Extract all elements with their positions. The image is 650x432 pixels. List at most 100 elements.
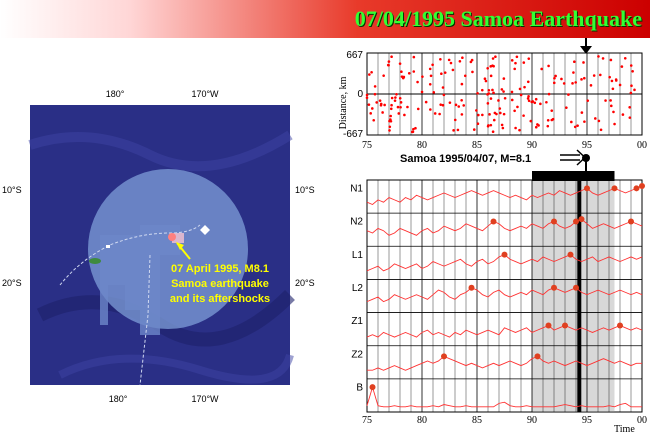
plate-boundary-south [139,254,151,386]
scatter-point [610,79,614,83]
top-arrow-head [580,46,592,54]
series-row-n2: N2 [350,216,643,247]
functions-xticks: 75 80 85 90 95 00 [362,415,647,426]
scatter-point [483,77,487,81]
scatter-point [457,105,461,108]
scatter-point [547,92,551,96]
scatter-point [486,93,489,96]
series-row-l1: L1 [352,250,643,280]
scatter-point [488,113,491,116]
functions-xtick-label: 80 [417,415,427,426]
callout-arrowhead [176,242,184,250]
scatter-point [604,99,607,102]
scatter-point [421,75,424,78]
scatter-xtick-label: 80 [417,140,427,151]
series-label: Z1 [351,316,363,327]
scatter-point [583,76,586,80]
scatter-point [412,55,416,59]
scatter-point [388,129,391,132]
alarm-point [501,251,508,258]
scatter-point [390,96,394,100]
scatter-point [589,84,593,87]
scatter-point [389,114,392,118]
scatter-point [545,100,548,104]
scatter-ytick-zero: 0 [357,89,363,100]
scatter-point [370,107,374,110]
scatter-point [567,93,570,96]
scatter-point [491,88,494,92]
scatter-point [471,70,474,74]
scatter-point [367,103,371,106]
scatter-point [515,55,519,59]
scatter-point [370,70,373,74]
scatter-point [395,92,398,96]
scatter-point [452,129,455,132]
quake-time-line [577,180,582,412]
scatter-point [388,125,392,129]
scatter-point [448,101,452,104]
scatter-point [458,59,462,63]
scatter-point [368,73,371,76]
scatter-point [527,57,531,60]
scatter-point [601,57,605,60]
scatter-point [432,91,436,94]
lon-label-bottom-1: 180° [109,394,128,404]
scatter-point [516,105,519,109]
scatter-point [539,102,542,106]
scatter-point [399,101,403,104]
scatter-point [451,68,455,72]
scatter-point [463,74,467,78]
alarm-point [545,322,552,329]
scatter-point [492,118,496,122]
functions-xtick-label: 75 [362,415,372,426]
tip-band [532,180,615,412]
scatter-point [442,93,446,97]
scatter-point [433,112,437,115]
double-arrow-icon [560,149,587,166]
scatter-point [554,74,557,78]
scatter-point [628,106,631,109]
scatter-point [613,122,616,126]
scatter-point [502,112,506,116]
scatter-point [529,119,533,123]
series-row-n1: N1 [350,183,645,214]
scatter-points [365,55,636,134]
alarm-point [639,183,645,189]
scatter-point [530,100,534,104]
scatter-point [611,87,615,91]
scatter-ytick-bottom: -667 [343,129,363,140]
series-line [366,218,643,236]
scatter-point [500,123,504,127]
scatter-point [580,78,583,81]
lon-label-top-2: 170°W [191,89,219,99]
scatter-point [552,81,556,85]
scatter-point [523,85,526,89]
scatter-point [424,100,428,104]
scatter-point [582,61,585,64]
scatter-point [454,103,458,107]
scatter-point [519,93,523,97]
map-svg: 180° 170°W 180° 170°W 10°S 20°S 10°S 20°… [2,89,315,404]
scatter-point [460,98,463,102]
scatter-point [536,123,539,126]
scatter-point [502,90,505,93]
scatter-point [550,109,554,112]
scatter-point [594,117,597,120]
scatter-point [388,119,391,123]
series-line [366,185,643,206]
functions-xtick-label: 90 [527,415,537,426]
scatter-point [573,60,576,64]
scatter-point [484,79,488,83]
scatter-point [393,99,397,102]
scatter-point [486,102,490,105]
alarm-point [441,353,447,360]
scatter-point [461,56,464,60]
scatter-point [513,109,516,113]
scatter-point [365,96,369,100]
alarm-point [490,218,497,225]
alarm-point [562,322,568,329]
scatter-point [372,118,376,122]
scatter-point [491,57,495,60]
scatter-point [514,126,517,130]
